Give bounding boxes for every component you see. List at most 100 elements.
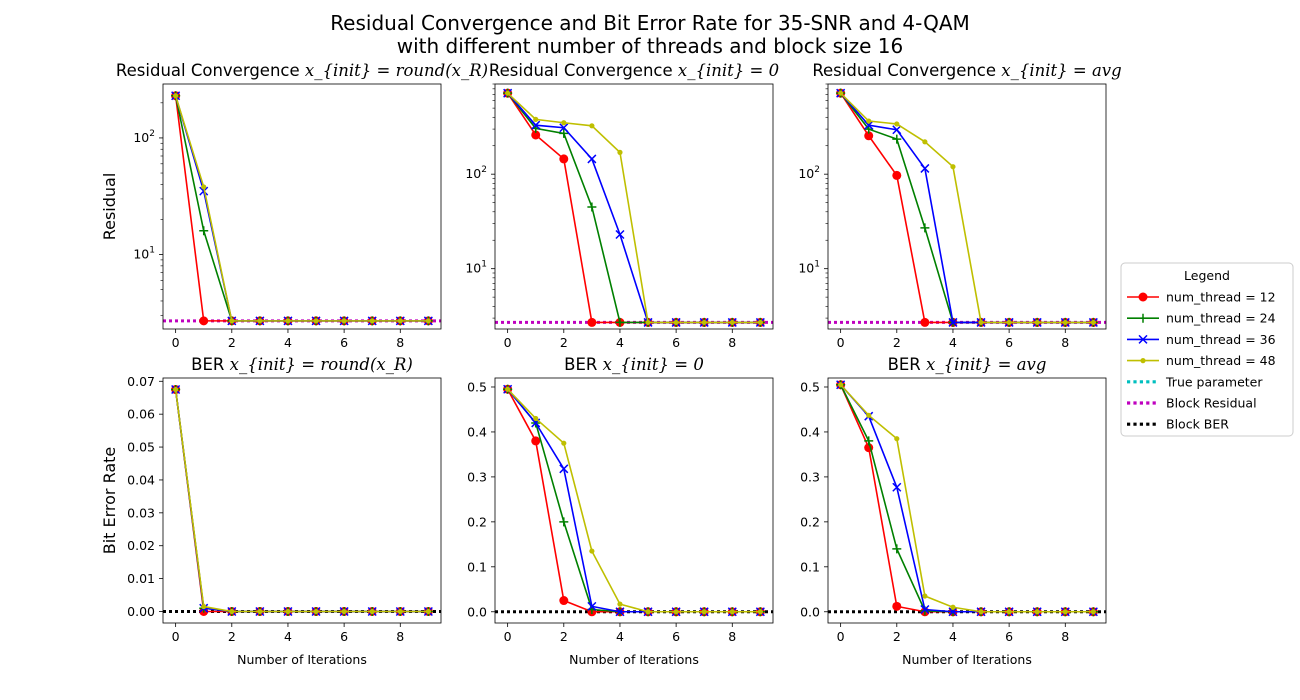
subplot-title: Residual Convergence x_{init} = avg bbox=[812, 61, 1121, 80]
series-line bbox=[174, 95, 429, 322]
series-line bbox=[506, 388, 761, 613]
subplot-title-text: BER bbox=[191, 355, 229, 374]
y-tick-label: 0.05 bbox=[127, 440, 155, 455]
legend: Legend num_thread = 12 num_thread = 24 num_… bbox=[1120, 262, 1294, 437]
plot-area bbox=[828, 380, 1106, 617]
subplot-title-math: x_{init} = 0 bbox=[678, 61, 779, 80]
y-tick-label: 0.02 bbox=[127, 538, 155, 553]
y-tick-label: 0.0 bbox=[467, 604, 487, 619]
data-point bbox=[1090, 609, 1096, 615]
legend-label: True parameter bbox=[1165, 374, 1263, 389]
x-tick-label: 2 bbox=[228, 629, 236, 644]
legend-label: Block BER bbox=[1166, 417, 1229, 432]
data-point bbox=[397, 608, 403, 615]
data-point bbox=[505, 90, 511, 96]
x-tick-label: 2 bbox=[893, 629, 901, 644]
data-point bbox=[894, 436, 900, 442]
y-tick-label: 102 bbox=[133, 129, 155, 145]
y-tick-label: 0.03 bbox=[127, 505, 155, 520]
series-line bbox=[840, 92, 1094, 324]
series-line bbox=[507, 388, 761, 613]
data-point bbox=[892, 134, 902, 144]
data-point bbox=[892, 601, 902, 611]
x-tick-label: 8 bbox=[1061, 335, 1069, 350]
subplot-title: Residual Convergence x_{init} = 0 bbox=[489, 61, 779, 80]
data-point bbox=[892, 544, 902, 554]
x-tick-label: 4 bbox=[616, 629, 624, 644]
data-point bbox=[533, 415, 539, 422]
data-point bbox=[1034, 609, 1040, 615]
data-point bbox=[1006, 609, 1012, 615]
legend-entry: num_thread = 48 bbox=[1127, 353, 1276, 368]
data-point bbox=[587, 601, 597, 611]
legend-marker bbox=[1138, 292, 1148, 302]
x-tick-label: 8 bbox=[728, 335, 736, 350]
data-point bbox=[729, 609, 735, 615]
data-point bbox=[892, 170, 902, 180]
data-point bbox=[757, 319, 763, 326]
y-tick-label: 0.1 bbox=[800, 559, 820, 574]
data-point bbox=[587, 154, 597, 164]
legend-box bbox=[1120, 262, 1294, 437]
series-line bbox=[174, 389, 429, 613]
subplot-title: BER x_{init} = round(x_R) bbox=[191, 355, 413, 374]
x-tick-label: 2 bbox=[893, 335, 901, 350]
legend-label: num_thread = 24 bbox=[1166, 311, 1276, 326]
legend-label: num_thread = 12 bbox=[1166, 290, 1276, 305]
plot-area bbox=[828, 88, 1106, 327]
y-tick-label: 0.2 bbox=[800, 514, 820, 529]
data-point bbox=[920, 223, 930, 233]
y-tick-label: 0.04 bbox=[127, 472, 155, 487]
subplot-title-text: Residual Convergence bbox=[116, 61, 305, 80]
legend-entry: Block Residual bbox=[1127, 396, 1257, 411]
series-line bbox=[506, 92, 761, 324]
x-tick-label: 6 bbox=[1005, 335, 1013, 350]
legend-label: Block Residual bbox=[1166, 396, 1257, 411]
data-point bbox=[950, 604, 956, 610]
series-line bbox=[507, 92, 761, 324]
data-point bbox=[559, 154, 569, 164]
data-point bbox=[313, 608, 319, 615]
x-tick-label: 6 bbox=[672, 335, 680, 350]
data-point bbox=[559, 128, 569, 138]
x-tick-label: 4 bbox=[949, 629, 957, 644]
subplot-title-text: BER bbox=[888, 355, 926, 374]
data-point bbox=[948, 317, 958, 327]
suptitle-line-1: Residual Convergence and Bit Error Rate … bbox=[330, 11, 970, 35]
x-tick-label: 0 bbox=[172, 335, 180, 350]
subplot-title-math: x_{init} = avg bbox=[1001, 61, 1121, 80]
subplot-title-math: x_{init} = avg bbox=[926, 355, 1046, 374]
subplot-title-math: x_{init} = 0 bbox=[603, 355, 704, 374]
x-tick-label: 2 bbox=[228, 335, 236, 350]
y-axis-label: Residual bbox=[100, 173, 119, 241]
data-point bbox=[729, 319, 735, 326]
y-tick-label: 101 bbox=[465, 260, 487, 276]
legend-entry: Block BER bbox=[1127, 417, 1229, 432]
series-line bbox=[174, 389, 429, 613]
data-point bbox=[559, 123, 569, 133]
data-point bbox=[922, 593, 928, 599]
subplot-3: 0 2 4 6 8 101 102 Residual Convergence x_{init}… bbox=[798, 61, 1121, 350]
series-line bbox=[174, 389, 429, 613]
legend-entry: num_thread = 24 bbox=[1127, 311, 1276, 326]
x-tick-label: 4 bbox=[949, 335, 957, 350]
data-point bbox=[617, 149, 623, 156]
legend-marker bbox=[1138, 313, 1148, 323]
legend-entry: num_thread = 12 bbox=[1127, 290, 1276, 305]
y-tick-label: 0.3 bbox=[467, 469, 487, 484]
data-point bbox=[892, 125, 902, 135]
data-point bbox=[369, 318, 375, 324]
data-point bbox=[645, 609, 651, 615]
series-line bbox=[839, 384, 1094, 613]
axes-frame bbox=[827, 83, 1107, 330]
x-tick-label: 6 bbox=[1005, 629, 1013, 644]
data-point bbox=[922, 139, 928, 145]
x-tick-label: 6 bbox=[672, 629, 680, 644]
y-tick-label: 102 bbox=[465, 165, 487, 181]
data-point bbox=[587, 317, 597, 327]
legend-entry: True parameter bbox=[1127, 374, 1263, 389]
data-point bbox=[561, 120, 567, 126]
y-tick-label: 0.00 bbox=[127, 604, 155, 619]
data-point bbox=[425, 608, 431, 615]
data-point bbox=[617, 601, 623, 607]
